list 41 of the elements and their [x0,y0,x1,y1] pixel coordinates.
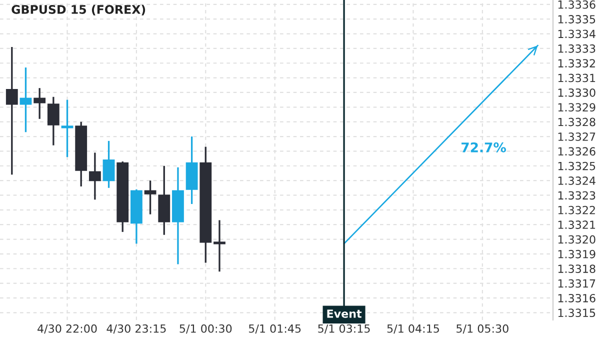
candlestick [88,152,101,200]
ref-line-label: Event [327,310,362,318]
x-tick-label: 5/1 04:15 [387,324,439,334]
y-tick-label: 1.3326 [558,147,596,156]
y-tick-label: 1.3316 [558,294,596,302]
y-tick-label: 1.3319 [558,250,596,258]
y-tick-label: 1.3333 [558,44,596,53]
candlestick [6,46,18,176]
candlestick [20,66,32,133]
y-tick-label: 1.3317 [558,279,596,288]
y-tick-label: 1.3327 [558,132,596,141]
x-tick-label: 4/30 22:00 [38,324,97,334]
candlestick [144,180,156,216]
x-tick-label: 5/1 01:45 [248,324,301,334]
candlestick [34,87,46,120]
x-tick-label: 5/1 03:15 [318,324,370,334]
annotation: 72.7% [462,142,506,152]
y-tick-label: 1.3335 [558,15,596,24]
x-tick-label: 5/1 05:30 [456,324,508,334]
y-tick-label: 1.3328 [558,118,596,126]
candlestick [47,96,60,146]
y-tick-label: 1.3329 [558,103,596,112]
y-tick-label: 1.3322 [558,206,595,214]
candlestick [102,140,115,189]
y-tick-label: 1.3321 [558,220,596,229]
y-tick-label: 1.3330 [558,88,596,97]
y-tick-label: 1.3324 [558,176,596,185]
y-tick-label: 1.3320 [558,235,596,244]
candlestick [61,98,74,158]
candlestick [214,219,226,272]
x-tick-label: 4/30 23:15 [106,324,166,334]
y-tick-label: 1.3325 [558,162,596,170]
y-tick-label: 1.3323 [558,191,596,200]
y-tick-label: 1.3331 [558,74,596,82]
x-tick-label: 5/1 00:30 [180,324,232,334]
y-tick-label: 1.3332 [558,59,595,68]
y-tick-label: 1.3318 [558,264,596,274]
chart-title: GBPUSD 15 (FOREX) [12,4,146,16]
y-tick-label: 1.3315 [558,308,596,318]
y-tick-label: 1.3336 [558,0,596,9]
y-tick-label: 1.3334 [558,30,596,38]
